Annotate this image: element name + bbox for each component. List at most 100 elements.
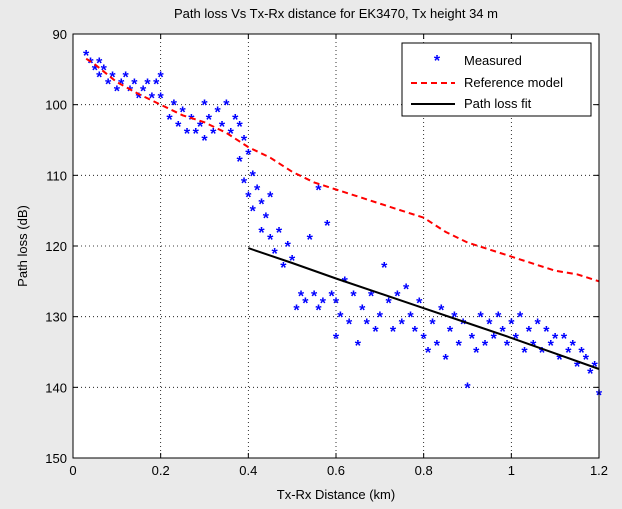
measured-point: * <box>258 197 265 214</box>
measured-point: * <box>574 359 581 376</box>
measured-point: * <box>223 98 230 115</box>
measured-point: * <box>219 119 226 136</box>
x-tick-label: 1 <box>508 463 515 478</box>
measured-point: * <box>140 84 147 101</box>
measured-point: * <box>407 310 414 327</box>
measured-point: * <box>263 211 270 228</box>
legend-label-reference: Reference model <box>464 75 563 90</box>
measured-point: * <box>535 317 542 334</box>
measured-point: * <box>245 147 252 164</box>
measured-point: * <box>342 274 349 291</box>
measured-point: * <box>188 112 195 129</box>
measured-point: * <box>307 232 314 249</box>
measured-point: * <box>526 324 533 341</box>
measured-point: * <box>565 345 572 362</box>
measured-point: * <box>350 288 357 305</box>
measured-point: * <box>87 55 94 72</box>
y-tick-label: 120 <box>45 239 67 254</box>
measured-point: * <box>210 126 217 143</box>
measured-point: * <box>473 345 480 362</box>
measured-point: * <box>315 182 322 199</box>
legend-label-fit: Path loss fit <box>464 96 532 111</box>
measured-point: * <box>447 324 454 341</box>
measured-point: * <box>193 126 200 143</box>
y-tick-label: 140 <box>45 380 67 395</box>
measured-point: * <box>333 331 340 348</box>
measured-point: * <box>394 288 401 305</box>
measured-point: * <box>324 218 331 235</box>
measured-point: * <box>201 98 208 115</box>
measured-point: * <box>556 352 563 369</box>
measured-point: * <box>158 91 165 108</box>
measured-point: * <box>236 154 243 171</box>
x-tick-label: 1.2 <box>590 463 608 478</box>
y-tick-label: 130 <box>45 310 67 325</box>
measured-point: * <box>328 288 335 305</box>
measured-point: * <box>442 352 449 369</box>
measured-point: * <box>517 310 524 327</box>
measured-point: * <box>171 98 178 115</box>
measured-point: * <box>421 331 428 348</box>
measured-point: * <box>285 239 292 256</box>
measured-point: * <box>412 324 419 341</box>
measured-point: * <box>548 338 555 355</box>
measured-point: * <box>469 331 476 348</box>
measured-point: * <box>583 352 590 369</box>
measured-point: * <box>359 303 366 320</box>
measured-point: * <box>578 345 585 362</box>
measured-point: * <box>456 338 463 355</box>
measured-point: * <box>385 296 392 313</box>
y-tick-label: 150 <box>45 451 67 466</box>
measured-point: * <box>543 324 550 341</box>
measured-point: * <box>236 119 243 136</box>
tick-labels: 0 0.2 0.4 0.6 0.8 1 1.2 90 100 110 120 130 140 150 <box>45 27 608 478</box>
measured-point: * <box>570 338 577 355</box>
series-layer: ****************************************… <box>83 48 603 404</box>
measured-point: * <box>298 288 305 305</box>
measured-point: * <box>92 62 99 79</box>
measured-point: * <box>346 317 353 334</box>
measured-point: * <box>504 338 511 355</box>
measured-point: * <box>368 288 375 305</box>
measured-point: * <box>482 338 489 355</box>
measured-point: * <box>276 225 283 242</box>
measured-point: * <box>272 246 279 263</box>
measured-point: * <box>302 296 309 313</box>
measured-point: * <box>499 324 506 341</box>
measured-point: * <box>293 303 300 320</box>
measured-point: * <box>153 76 160 93</box>
measured-point: * <box>184 126 191 143</box>
y-tick-label: 110 <box>46 168 67 183</box>
measured-point: * <box>166 112 173 129</box>
ticks <box>72 33 600 459</box>
measured-point: * <box>197 119 204 136</box>
measured-point: * <box>96 69 103 86</box>
measured-point: * <box>561 331 568 348</box>
legend: * Measured Reference model Path loss fit <box>401 42 592 117</box>
measured-point: * <box>508 317 515 334</box>
measured-point: * <box>377 310 384 327</box>
measured-point: * <box>425 345 432 362</box>
x-tick-label: 0 <box>69 463 76 478</box>
x-axis-label: Tx-Rx Distance (km) <box>277 487 395 502</box>
measured-point: * <box>179 105 186 122</box>
measured-point: * <box>158 69 165 86</box>
measured-point: * <box>206 112 213 129</box>
measured-point: * <box>122 69 129 86</box>
measured-point: * <box>337 310 344 327</box>
measured-point: * <box>416 296 423 313</box>
measured-point: * <box>438 303 445 320</box>
measured-point: * <box>144 76 151 93</box>
measured-point: * <box>289 253 296 270</box>
measured-point: * <box>539 345 546 362</box>
y-tick-label: 90 <box>53 27 67 42</box>
measured-point: * <box>96 55 103 72</box>
measured-point: * <box>491 331 498 348</box>
x-tick-label: 0.8 <box>415 463 433 478</box>
measured-point: * <box>127 84 134 101</box>
measured-point: * <box>311 288 318 305</box>
measured-point: * <box>201 133 208 150</box>
measured-point: * <box>245 190 252 207</box>
